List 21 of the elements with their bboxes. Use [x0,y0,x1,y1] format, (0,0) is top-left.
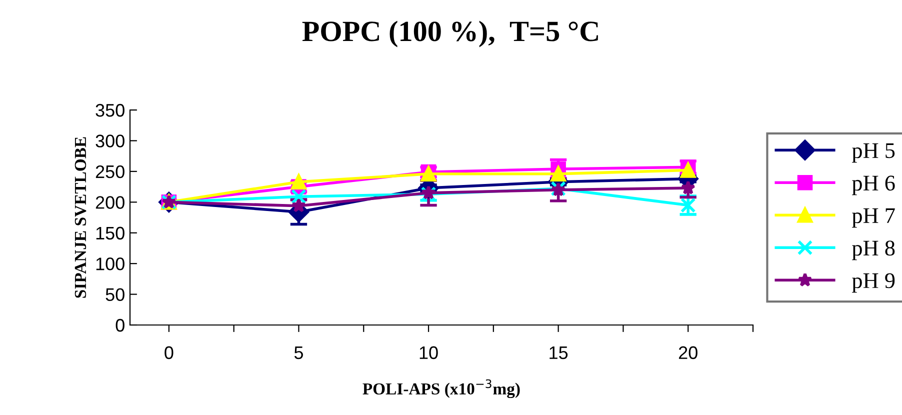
y-tick-label: 200 [96,196,124,209]
legend-label: pH 8 [852,240,895,260]
x-tick-label: 0 [164,346,174,360]
y-tick-label: 250 [96,165,124,178]
legend-label: pH 6 [852,176,895,196]
y-tick-label: 0 [116,318,124,332]
chart-title: POPC (100 %), T=5 °C [302,20,598,48]
y-tick-label: 350 [96,104,124,117]
x-tick-label: 10 [420,346,438,360]
x-tick-label: 15 [550,346,568,360]
y-tick-label: 150 [96,226,124,240]
legend-label: pH 9 [852,273,895,293]
x-axis-title: POLI-APS (x10$^{−3}$mg) [362,379,520,398]
legend-label: pH 7 [852,208,895,228]
y-tick-label: 300 [96,134,124,148]
y-tick-label: 50 [106,288,124,302]
y-axis-title: SIPANJE SVETLOBE [74,137,86,298]
x-tick-label: 20 [678,346,698,360]
legend-label: pH 5 [852,143,895,163]
y-tick-label: 100 [96,258,124,270]
x-tick-label: 5 [294,346,303,360]
